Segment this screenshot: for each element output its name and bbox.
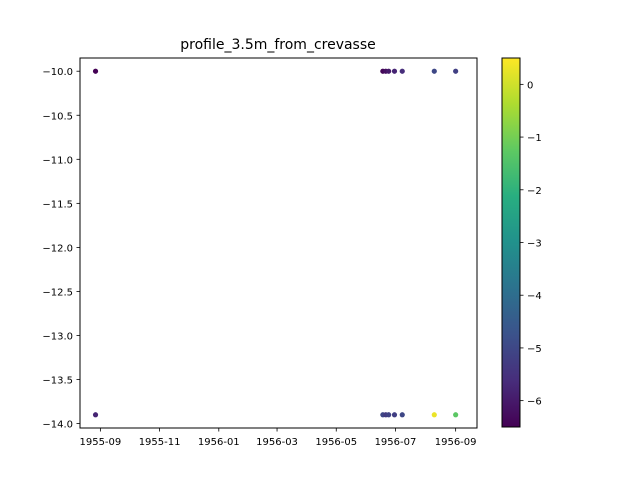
- scatter-point: [386, 68, 392, 74]
- chart-title: profile_3.5m_from_crevasse: [180, 37, 376, 53]
- x-tick-label: 1956-05: [315, 437, 357, 448]
- scatter-point: [391, 412, 398, 418]
- scatter-point: [399, 68, 405, 74]
- scatter-point: [92, 412, 99, 418]
- x-axis: 1955-09 1955-11 1956-01 1956-03 1956-05 1956-…: [79, 428, 477, 448]
- y-tick-label: −13.5: [42, 376, 73, 387]
- x-tick-label: 1956-07: [375, 437, 417, 448]
- y-tick-label: −10.0: [42, 67, 73, 78]
- colorbar-gradient: [501, 57, 521, 428]
- x-tick-label: 1956-01: [198, 437, 240, 448]
- plot-area: [79, 57, 478, 429]
- x-tick-label: 1955-09: [79, 437, 121, 448]
- y-tick-label: −10.5: [42, 111, 73, 122]
- colorbar-tick-label: −2: [527, 186, 542, 197]
- colorbar-tick-label: −6: [527, 397, 542, 408]
- y-tick-label: −14.0: [42, 420, 73, 431]
- colorbar-ticks: 0 −1 −2 −3 −4 −5 −6: [520, 80, 542, 408]
- x-tick-label: 1956-03: [256, 437, 298, 448]
- y-tick-label: −12.5: [42, 287, 73, 298]
- colorbar-tick-label: 0: [527, 80, 533, 91]
- y-tick-label: −13.0: [42, 332, 73, 343]
- scatter-point: [431, 412, 437, 418]
- y-tick-label: −11.5: [42, 199, 73, 210]
- x-tick-label: 1955-11: [139, 437, 181, 448]
- colorbar-tick-label: −4: [527, 291, 542, 302]
- axes-frame: [79, 57, 478, 429]
- y-axis: −10.0 −10.5 −11.0 −11.5 −12.0 −12.5 −13.0 −13.5…: [42, 67, 80, 431]
- scatter-point: [431, 68, 437, 74]
- colorbar-tick-label: −5: [527, 344, 542, 355]
- scatter-point: [92, 68, 99, 74]
- y-tick-label: −12.0: [42, 243, 73, 254]
- y-tick-label: −11.0: [42, 155, 73, 166]
- scatter-point: [399, 412, 405, 418]
- x-tick-label: 1956-09: [435, 437, 477, 448]
- colorbar-tick-label: −3: [527, 239, 542, 250]
- scatter-points: [92, 68, 459, 418]
- scatter-point: [453, 68, 459, 74]
- colorbar: 0 −1 −2 −3 −4 −5 −6: [501, 57, 542, 428]
- scatter-point: [386, 412, 392, 418]
- scatter-point: [453, 412, 459, 418]
- colorbar-tick-label: −1: [527, 133, 542, 144]
- scatter-point: [391, 68, 398, 74]
